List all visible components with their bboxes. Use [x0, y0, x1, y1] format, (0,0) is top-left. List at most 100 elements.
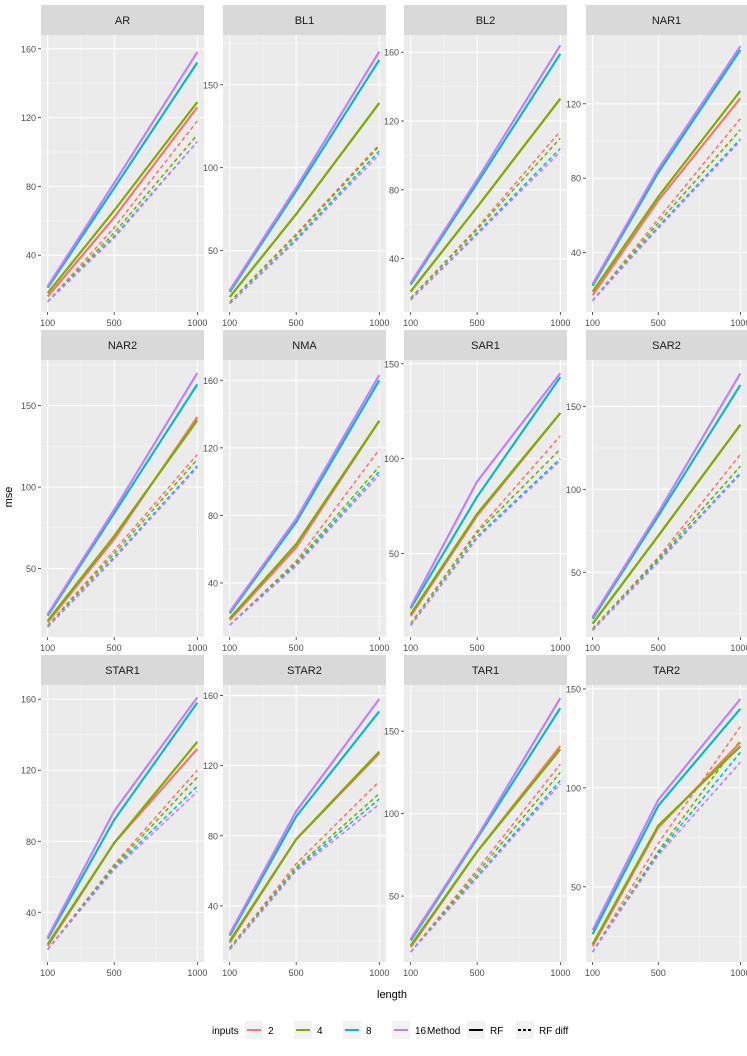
panel-star1: STAR1 40 80 120 160 100 500 1000 [21, 655, 207, 978]
y-tick-label: 150 [384, 359, 399, 369]
series-line-8-rf [46, 61, 199, 289]
y-tick-label: 100 [384, 454, 399, 464]
series-line-8-rf [591, 49, 742, 287]
x-tick-label: 100 [585, 643, 600, 653]
series-line-4-rf [409, 98, 562, 293]
series-line-16-rf-diff [229, 474, 380, 626]
y-tick-label: 80 [389, 185, 399, 195]
series-line-4-rf [46, 741, 199, 945]
legend-label: 4 [317, 1026, 323, 1037]
series-line-4-rf-diff [591, 129, 741, 302]
panel-title: NAR2 [108, 340, 137, 352]
panel-strip [41, 5, 204, 35]
panel-strip [404, 330, 567, 360]
panel-bl1: BL1 50 100 150 100 500 1000 [203, 5, 389, 328]
x-tick-label: 1000 [550, 968, 570, 978]
panel-title: TAR1 [472, 665, 499, 677]
x-tick-label: 500 [651, 643, 666, 653]
y-tick-label: 100 [384, 809, 399, 819]
panel-nar2: NAR2 50 100 150 100 500 1000 [21, 330, 207, 653]
series-line-16-rf [591, 45, 742, 285]
series-line-16-rf [228, 698, 381, 935]
x-tick-label: 100 [40, 968, 55, 978]
series-line-16-rf-diff [592, 473, 741, 631]
panels: AR 40 80 120 160 100 500 1000 BL1 50 100 150 100 500 1… [21, 5, 747, 978]
panel-sar2: SAR2 50 100 150 100 500 1000 [566, 330, 747, 653]
y-tick-label: 80 [208, 831, 218, 841]
series-line-4-rf-diff [410, 771, 561, 953]
series-line-4-rf-diff [229, 793, 380, 949]
y-tick-label: 150 [566, 402, 581, 412]
panel-title: TAR2 [653, 665, 680, 677]
x-tick-label: 500 [470, 643, 485, 653]
series-line-4-rf [46, 419, 199, 622]
series-line-2-rf-diff [591, 118, 742, 302]
x-tick-label: 500 [651, 968, 666, 978]
y-tick-label: 120 [203, 761, 218, 771]
y-axis-label: mse [3, 487, 15, 508]
legend: inputs 2 4 8 16 Method RF RF diff [212, 1021, 568, 1039]
x-tick-label: 1000 [187, 318, 207, 328]
y-tick-label: 160 [384, 48, 399, 58]
x-tick-label: 500 [470, 318, 485, 328]
series-line-16-rf [409, 697, 562, 940]
y-tick-label: 40 [26, 251, 36, 261]
panel-title: STAR2 [287, 665, 322, 677]
series-line-4-rf [228, 420, 381, 620]
panel-nar1: NAR1 40 80 120 100 500 1000 [566, 5, 747, 328]
series-line-16-rf-diff [229, 153, 380, 305]
series-line-16-rf [409, 372, 562, 608]
y-tick-label: 50 [389, 549, 399, 559]
series-line-4-rf [409, 748, 562, 947]
series-line-16-rf-diff [591, 761, 741, 953]
x-tick-label: 1000 [187, 968, 207, 978]
series-line-2-rf [46, 106, 199, 298]
series-line-4-rf [228, 750, 381, 942]
legend-title-method: Method [427, 1026, 460, 1037]
series-line-8-rf [409, 53, 562, 286]
x-tick-label: 1000 [550, 318, 570, 328]
series-line-8-rf [591, 384, 742, 620]
panel-nma: NMA 40 80 120 160 100 500 1000 [203, 330, 389, 653]
panel-title: AR [115, 15, 130, 27]
x-tick-label: 100 [585, 968, 600, 978]
series-line-4-rf-diff [410, 137, 561, 299]
y-tick-label: 40 [571, 248, 581, 258]
legend-label: RF [490, 1026, 503, 1037]
series-line-4-rf-diff [410, 448, 561, 625]
series-line-8-rf-diff [47, 465, 198, 628]
y-tick-label: 50 [26, 564, 36, 574]
y-tick-label: 50 [208, 246, 218, 256]
x-tick-label: 100 [403, 643, 418, 653]
series-line-4-rf-diff [47, 134, 198, 303]
panel-title: BL1 [295, 15, 315, 27]
y-tick-label: 40 [389, 254, 399, 264]
y-tick-label: 80 [26, 837, 36, 847]
series-line-16-rf [591, 372, 742, 618]
y-tick-label: 120 [21, 766, 36, 776]
y-tick-label: 120 [21, 113, 36, 123]
series-line-16-rf-diff [47, 466, 198, 628]
x-tick-label: 100 [40, 318, 55, 328]
series-line-2-rf-diff [592, 454, 742, 630]
panel-title: SAR1 [471, 340, 500, 352]
x-axis-label: length [377, 989, 407, 1001]
legend-label: 16 [415, 1026, 427, 1037]
y-tick-label: 120 [203, 443, 218, 453]
panel-strip [41, 655, 204, 685]
series-line-4-rf [591, 424, 742, 625]
x-tick-label: 100 [403, 968, 418, 978]
series-line-2-rf-diff [47, 453, 198, 627]
series-line-4-rf-diff [592, 465, 741, 630]
series-line-16-rf-diff [592, 140, 741, 302]
legend-label: 2 [268, 1026, 274, 1037]
y-tick-label: 100 [203, 163, 218, 173]
panel-ar: AR 40 80 120 160 100 500 1000 [21, 5, 207, 328]
x-tick-label: 1000 [730, 318, 747, 328]
panel-sar1: SAR1 50 100 150 100 500 1000 [384, 330, 570, 653]
y-tick-label: 120 [384, 117, 399, 127]
x-tick-label: 100 [40, 643, 55, 653]
panel-title: STAR1 [105, 665, 140, 677]
x-tick-label: 500 [470, 968, 485, 978]
x-tick-label: 500 [107, 968, 122, 978]
